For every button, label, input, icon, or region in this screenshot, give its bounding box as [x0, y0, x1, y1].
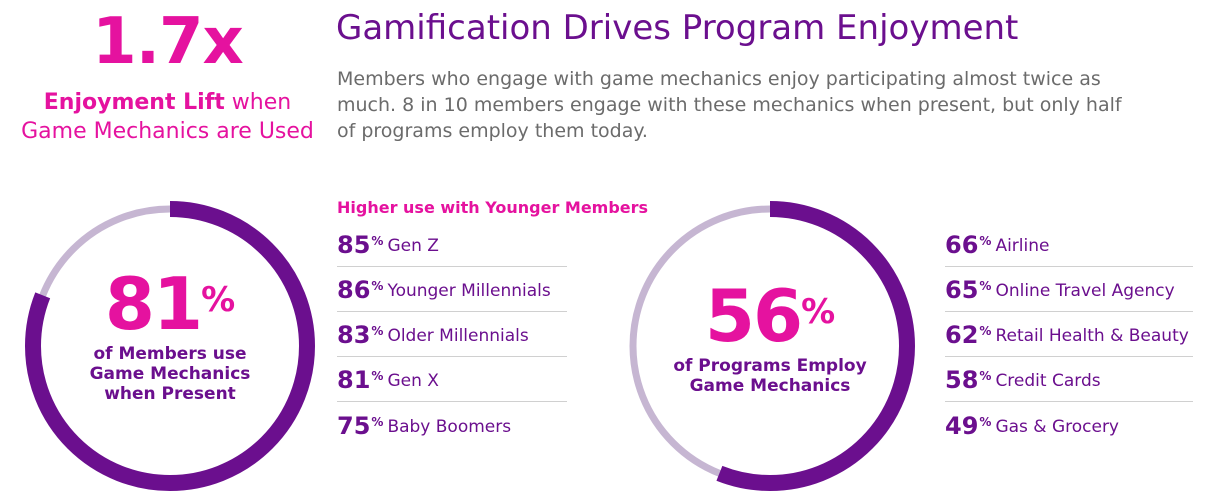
members-ring-value: 81%: [20, 264, 320, 344]
row-label: Airline: [995, 236, 1050, 256]
members-ring-caption-2: Game Mechanics: [89, 364, 251, 384]
programs-ring-caption-1: of Programs Employ: [673, 356, 867, 376]
younger-row: 75% Baby Boomers: [337, 402, 567, 447]
row-percent-sign: %: [979, 415, 992, 429]
programs-ring-center: 56% of Programs Employ Game Mechanics: [620, 276, 920, 396]
members-ring-number: 81: [104, 262, 203, 346]
row-percent-sign: %: [371, 234, 384, 248]
row-label: Gen Z: [387, 236, 439, 256]
row-percent-sign: %: [979, 369, 992, 383]
younger-row: 85% Gen Z: [337, 222, 567, 267]
lift-label-line2: Game Mechanics are Used: [21, 119, 314, 144]
row-percent: 49: [945, 412, 979, 440]
row-label: Younger Millennials: [387, 281, 551, 301]
younger-row: 83% Older Millennials: [337, 312, 567, 357]
programs-ring-chart: [625, 201, 915, 491]
industry-row: 65% Online Travel Agency: [945, 267, 1193, 312]
members-ring-arc: [25, 201, 315, 491]
programs-ring-arc: [625, 201, 915, 491]
row-percent: 85: [337, 231, 371, 259]
industry-row: 49% Gas & Grocery: [945, 402, 1193, 447]
row-label: Gas & Grocery: [995, 417, 1119, 437]
row-percent-sign: %: [979, 279, 992, 293]
page-title: Gamification Drives Program Enjoyment: [336, 8, 1019, 48]
members-ring-chart: [25, 201, 315, 491]
row-percent: 58: [945, 366, 979, 394]
lift-label-bold: Enjoyment Lift: [43, 90, 225, 115]
younger-row: 81% Gen X: [337, 357, 567, 402]
industry-row: 58% Credit Cards: [945, 357, 1193, 402]
row-percent: 75: [337, 412, 371, 440]
lift-value: 1.7x: [92, 5, 244, 79]
row-percent: 86: [337, 276, 371, 304]
row-label: Online Travel Agency: [995, 281, 1175, 301]
industry-list: 66% Airline 65% Online Travel Agency 62% Reta…: [945, 222, 1193, 447]
industry-row: 66% Airline: [945, 222, 1193, 267]
row-label: Gen X: [387, 371, 439, 391]
row-percent: 62: [945, 321, 979, 349]
row-percent-sign: %: [979, 324, 992, 338]
intro-paragraph: Members who engage with game mechanics e…: [337, 68, 1122, 142]
row-percent-sign: %: [371, 369, 384, 383]
row-label: Older Millennials: [387, 326, 529, 346]
members-ring-caption-1: of Members use: [93, 344, 247, 364]
row-percent-sign: %: [979, 234, 992, 248]
members-ring-suffix: %: [201, 280, 236, 320]
lift-caption: Enjoyment Lift when Game Mechanics are U…: [0, 88, 335, 146]
programs-ring-value: 56%: [620, 276, 920, 356]
programs-ring-suffix: %: [801, 292, 836, 332]
programs-ring: 56% of Programs Employ Game Mechanics: [620, 196, 920, 496]
younger-row: 86% Younger Millennials: [337, 267, 567, 312]
row-percent: 65: [945, 276, 979, 304]
row-label: Credit Cards: [995, 371, 1101, 391]
row-percent-sign: %: [371, 415, 384, 429]
row-label: Retail Health & Beauty: [995, 326, 1189, 346]
members-ring: 81% of Members use Game Mechanics when P…: [20, 196, 320, 496]
row-percent: 83: [337, 321, 371, 349]
members-ring-center: 81% of Members use Game Mechanics when P…: [20, 264, 320, 404]
programs-ring-number: 56: [704, 274, 803, 358]
row-percent: 66: [945, 231, 979, 259]
row-percent-sign: %: [371, 279, 384, 293]
row-percent-sign: %: [371, 324, 384, 338]
younger-list: 85% Gen Z 86% Younger Millennials 83% Older M…: [337, 222, 567, 447]
younger-heading: Higher use with Younger Members: [337, 198, 649, 217]
programs-ring-caption-2: Game Mechanics: [689, 376, 851, 396]
row-percent: 81: [337, 366, 371, 394]
lift-label-rest: when: [224, 90, 292, 115]
industry-row: 62% Retail Health & Beauty: [945, 312, 1193, 357]
row-label: Baby Boomers: [387, 417, 512, 437]
members-ring-caption-3: when Present: [104, 384, 236, 404]
